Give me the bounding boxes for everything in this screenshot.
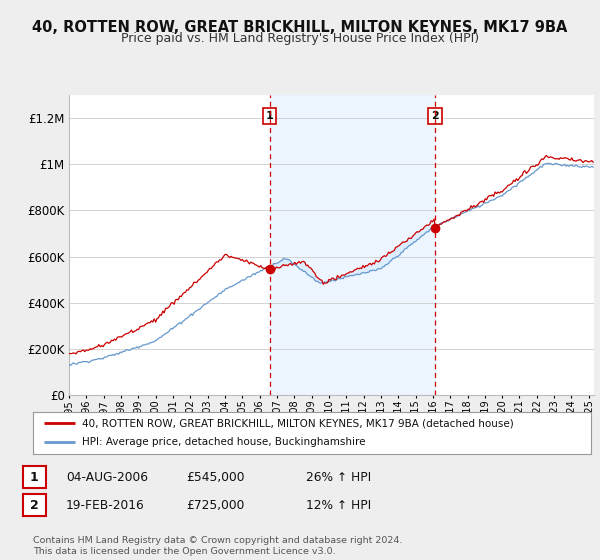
Text: 2: 2: [431, 111, 439, 121]
Text: 40, ROTTEN ROW, GREAT BRICKHILL, MILTON KEYNES, MK17 9BA: 40, ROTTEN ROW, GREAT BRICKHILL, MILTON …: [32, 20, 568, 35]
Text: Contains HM Land Registry data © Crown copyright and database right 2024.
This d: Contains HM Land Registry data © Crown c…: [33, 536, 403, 556]
Text: 2: 2: [30, 498, 38, 512]
Text: 1: 1: [30, 470, 38, 484]
Text: 12% ↑ HPI: 12% ↑ HPI: [306, 498, 371, 512]
Text: 26% ↑ HPI: 26% ↑ HPI: [306, 470, 371, 484]
Text: 19-FEB-2016: 19-FEB-2016: [66, 498, 145, 512]
Text: £545,000: £545,000: [186, 470, 245, 484]
Text: 40, ROTTEN ROW, GREAT BRICKHILL, MILTON KEYNES, MK17 9BA (detached house): 40, ROTTEN ROW, GREAT BRICKHILL, MILTON …: [82, 418, 514, 428]
Text: HPI: Average price, detached house, Buckinghamshire: HPI: Average price, detached house, Buck…: [82, 437, 365, 447]
Text: £725,000: £725,000: [186, 498, 244, 512]
Text: Price paid vs. HM Land Registry's House Price Index (HPI): Price paid vs. HM Land Registry's House …: [121, 32, 479, 45]
Text: 04-AUG-2006: 04-AUG-2006: [66, 470, 148, 484]
Text: 1: 1: [266, 111, 274, 121]
Bar: [270, 95, 435, 395]
